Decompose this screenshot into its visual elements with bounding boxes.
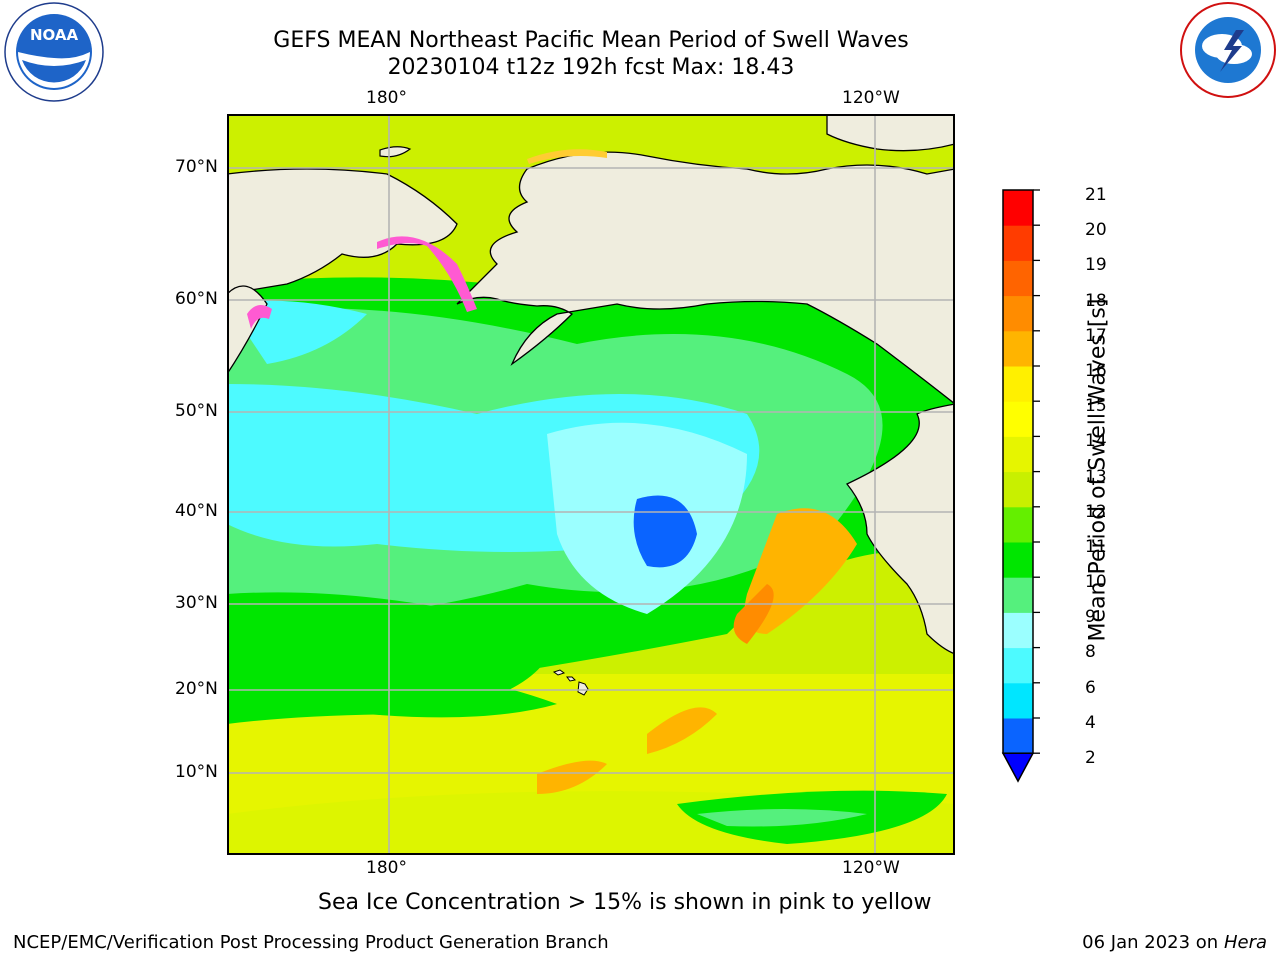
colorbar-segment xyxy=(1003,718,1033,754)
colorbar-segment xyxy=(1003,401,1033,437)
colorbar-tick-label: 18 xyxy=(1085,290,1107,311)
colorbar-tick-label: 4 xyxy=(1085,712,1096,733)
footer-date: 06 Jan 2023 on Hera xyxy=(1082,932,1267,953)
colorbar-segment xyxy=(1003,682,1033,719)
colorbar-segment xyxy=(1003,190,1033,226)
colorbar-tick-label: 20 xyxy=(1085,220,1107,241)
colorbar-segment xyxy=(1003,366,1033,402)
lat-label-30n: 30°N xyxy=(175,593,218,613)
lon-label-top-180: 180° xyxy=(366,88,407,108)
colorbar-tick-label: 12 xyxy=(1085,501,1107,522)
lat-label-10n: 10°N xyxy=(175,762,218,782)
map-title: GEFS MEAN Northeast Pacific Mean Period … xyxy=(273,28,909,53)
colorbar-segment xyxy=(1003,330,1033,367)
lat-label-60n: 60°N xyxy=(175,289,218,309)
colorbar-tick-label: 21 xyxy=(1085,185,1107,205)
footer-machine: Hera xyxy=(1223,932,1267,953)
colorbar xyxy=(1001,189,1040,783)
colorbar-tick-label: 14 xyxy=(1085,431,1107,452)
colorbar-tick-label: 13 xyxy=(1085,466,1107,487)
lon-label-bottom-120w: 120°W xyxy=(842,858,900,878)
footer-credit: NCEP/EMC/Verification Post Processing Pr… xyxy=(13,932,609,953)
colorbar-extend-triangle xyxy=(1001,752,1035,783)
colorbar-segment xyxy=(1003,542,1033,578)
colorbar-tick-labels: 21 20 19 18 17 16 15 14 13 12 11 10 9 8 6 4 2 xyxy=(1085,178,1107,776)
colorbar-segment xyxy=(1003,436,1033,473)
footer-date-text: 06 Jan 2023 on xyxy=(1082,932,1224,953)
colorbar-tick-label: 8 xyxy=(1085,642,1096,663)
lat-label-40n: 40°N xyxy=(175,501,218,521)
colorbar-segment xyxy=(1003,471,1033,508)
colorbar-tick-label: 17 xyxy=(1085,325,1107,346)
colorbar-tick-label: 9 xyxy=(1085,607,1096,628)
colorbar-tick-label: 15 xyxy=(1085,396,1107,417)
colorbar-segment xyxy=(1003,577,1033,613)
colorbar-segment xyxy=(1003,260,1033,297)
colorbar-segment xyxy=(1003,225,1033,261)
sea-ice-note: Sea Ice Concentration > 15% is shown in … xyxy=(318,890,932,915)
noaa-text: NOAA xyxy=(30,26,79,44)
colorbar-label: Mean Period of Swell Waves [s] xyxy=(1085,298,1111,642)
colorbar-tick-label: 11 xyxy=(1085,536,1107,557)
lat-label-70n: 70°N xyxy=(175,157,218,177)
map-panel xyxy=(227,114,955,855)
colorbar-tick-label: 2 xyxy=(1085,748,1096,768)
colorbar-segment xyxy=(1003,506,1033,543)
colorbar-tick-label: 10 xyxy=(1085,572,1107,593)
lon-label-bottom-180: 180° xyxy=(366,858,407,878)
nws-logo xyxy=(1178,0,1278,100)
colorbar-segment xyxy=(1003,647,1033,684)
colorbar-segment xyxy=(1003,612,1033,649)
map-subtitle: 20230104 t12z 192h fcst Max: 18.43 xyxy=(387,55,795,80)
lat-label-50n: 50°N xyxy=(175,401,218,421)
noaa-logo: NOAA xyxy=(4,2,104,102)
colorbar-tick-label: 16 xyxy=(1085,360,1107,381)
colorbar-segment xyxy=(1003,295,1033,332)
colorbar-tick-label: 19 xyxy=(1085,255,1107,276)
lat-label-20n: 20°N xyxy=(175,679,218,699)
lon-label-top-120w: 120°W xyxy=(842,88,900,108)
colorbar-tick-label: 6 xyxy=(1085,677,1096,698)
